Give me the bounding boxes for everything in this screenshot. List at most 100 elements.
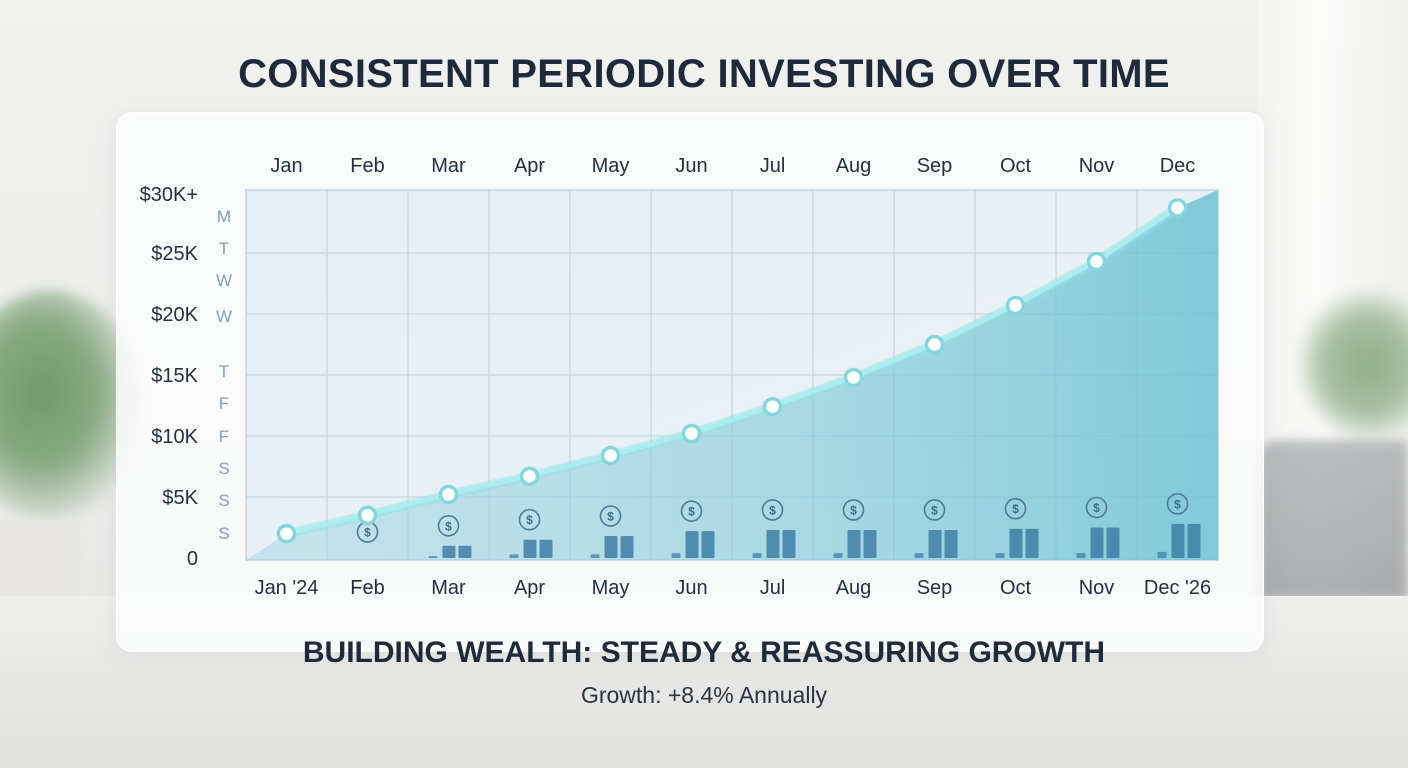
top-month-label: Mar [431,155,466,177]
x-tick-label: Sep [917,577,953,599]
weekday-label: S [218,459,229,478]
y-tick-label: $20K [151,304,198,326]
coin-icon [518,508,541,531]
contribution-bar [752,553,762,558]
y-tick-label: $15K [151,365,198,387]
area-fill-shape [246,190,1218,560]
growth-rate-text: Growth: +8.4% Annually [580,682,828,708]
contribution-bar [1157,551,1167,558]
coin-symbol: $ [931,503,938,517]
top-month-labels: Jan Feb Mar Apr May Jun Jul Aug Sep Oct Nov Dec [270,155,1195,177]
top-month-label: Aug [836,155,872,177]
contribution-bar [428,556,438,558]
coin-icon [599,505,622,527]
contribution-bar [944,529,958,558]
series-line-path [286,206,1179,536]
data-point [1005,295,1026,316]
data-point [843,367,864,388]
chart-subtitle: BUILDING WEALTH: STEADY & REASSURING GRO… [302,636,1106,669]
weekday-label: M [217,207,231,226]
x-tick-label: Apr [514,577,545,599]
x-tick-label: Mar [431,577,466,599]
data-point [519,466,540,487]
weekday-label: W [216,307,232,326]
contribution-bars: $ $ $ $ $ $ $ $ $ $ $ [356,493,1201,558]
background-pot-left [0,520,80,600]
x-tick-label: Jun [675,577,707,599]
coin-icon [1085,496,1108,519]
weekday-label: T [219,362,229,381]
weekday-label: F [219,427,229,446]
x-tick-label: Jan '24 [255,577,319,599]
contribution-bar [914,553,924,558]
coin-symbol: $ [769,503,776,517]
x-tick-label: Nov [1079,577,1115,599]
coin-icon [761,499,784,521]
coin-symbol: $ [1093,501,1100,515]
weekday-label: T [219,239,229,258]
data-point [357,505,378,526]
top-month-label: Dec [1160,155,1196,177]
coin-symbol: $ [364,526,371,540]
contribution-bar [1025,528,1039,558]
coin-symbol: $ [445,519,452,533]
y-axis-ticks: 0 $5K $10K $15K $20K $25K $30K+ [140,184,199,570]
top-month-label: Jan [270,155,302,177]
coin-icon [437,514,460,537]
contribution-bar [863,529,877,558]
data-point [681,423,702,444]
coin-symbol: $ [1012,502,1019,516]
background-chair [1258,440,1408,600]
contribution-bar [1171,523,1185,558]
contribution-bar [685,531,699,558]
contribution-bar [523,539,537,558]
data-point [600,445,621,466]
weekday-label: S [218,524,229,543]
contribution-bar [620,536,634,558]
contribution-bar [766,529,780,558]
weekday-label: W [216,271,232,290]
top-month-label: Feb [350,155,384,177]
coin-symbol: $ [850,503,857,517]
data-point [438,484,459,505]
area-fill [246,190,1218,560]
series-line [285,204,1180,538]
y-tick-label: $10K [151,426,198,448]
x-tick-label: Jul [760,577,786,599]
y-tick-label: $30K+ [140,184,198,206]
coin-symbol: $ [688,505,695,519]
contribution-bar [701,531,715,558]
x-tick-label: Oct [1000,577,1032,599]
x-tick-label: Feb [350,577,384,599]
contribution-bar [1187,523,1201,558]
coin-symbol: $ [1174,497,1181,511]
top-month-label: Sep [917,155,953,177]
contribution-bar [847,529,861,558]
coin-icon [1166,493,1189,515]
contribution-bar [539,539,553,558]
contribution-bar [1009,528,1023,558]
contribution-bar [590,554,600,558]
chart-title: CONSISTENT PERIODIC INVESTING OVER TIME [238,52,1170,96]
coin-icon [680,500,703,522]
background-plant-right [1298,290,1408,440]
coin-symbol: $ [607,510,614,524]
x-axis-ticks: Jan '24 Feb Mar Apr May Jun Jul Aug Sep Oct Nov Dec… [255,577,1212,599]
data-point [762,396,783,417]
contribution-bar [995,553,1005,558]
x-tick-label: May [592,577,630,599]
contribution-bar [442,545,456,558]
coin-symbol: $ [526,513,533,527]
coin-icon [1004,497,1027,520]
contribution-bar [458,545,472,558]
y-tick-label: 0 [187,548,198,570]
contribution-bar [1090,527,1104,558]
weekday-label: S [218,491,229,510]
data-point [276,523,297,544]
series-points [276,198,1188,544]
data-point [1167,198,1188,218]
y-tick-label: $5K [162,487,198,509]
top-month-label: Apr [514,155,545,177]
contribution-bar [1106,527,1120,558]
